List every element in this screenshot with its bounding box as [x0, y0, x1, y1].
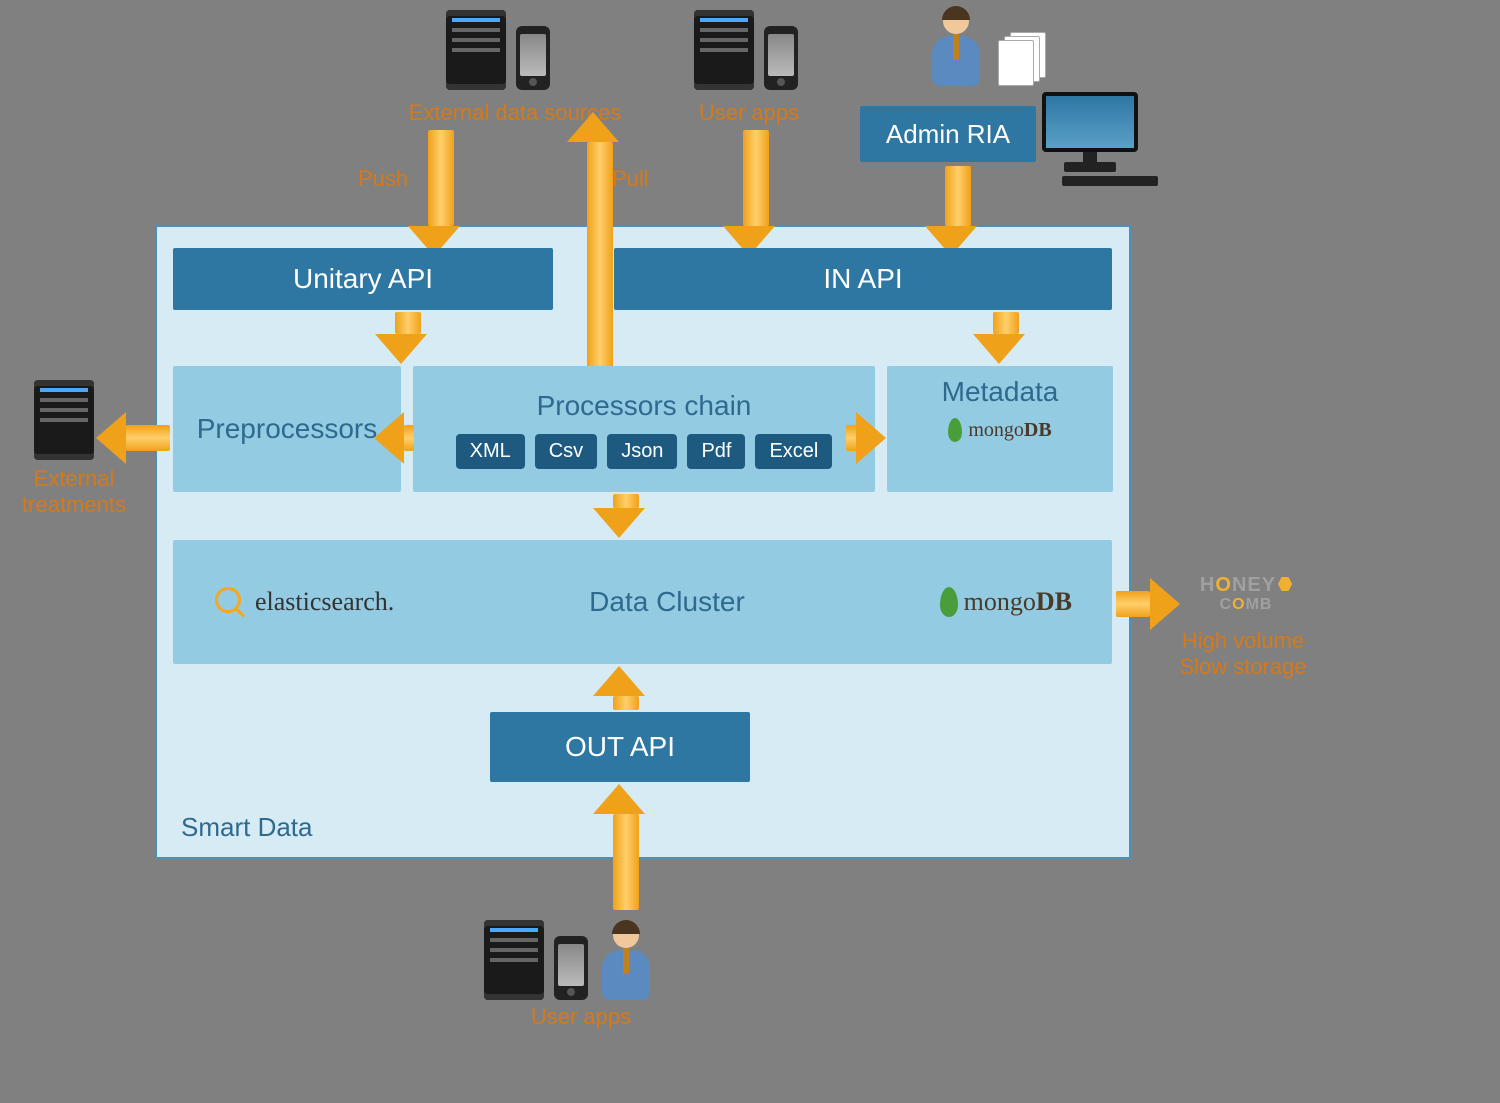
server-icon [446, 10, 506, 90]
es-text: elasticsearch. [255, 587, 394, 617]
preprocessors-box: Preprocessors [173, 366, 401, 492]
arrow-proc-to-meta [846, 412, 886, 464]
arrow-chain-down [606, 494, 645, 538]
phone-icon [516, 26, 550, 90]
arrow-admin-in [938, 166, 977, 256]
phone-icon [554, 936, 588, 1000]
ext-treatments-text: External treatments [22, 466, 126, 517]
user-apps-top-group [694, 10, 798, 90]
in-api-label: IN API [823, 263, 902, 295]
admin-ria-label: Admin RIA [886, 119, 1010, 150]
pull-label: Pull [612, 166, 649, 192]
high-volume-text: High volume [1168, 628, 1318, 654]
unitary-api-label: Unitary API [293, 263, 433, 295]
in-api-box: IN API [614, 248, 1112, 310]
arrow-proc-to-pre [374, 412, 414, 464]
chip-xml: XML [456, 434, 525, 469]
ext-treatments-label: External treatments [14, 466, 134, 519]
mongo-suffix: DB [1024, 419, 1052, 441]
ext-sources-group [446, 10, 550, 90]
data-cluster-box: elasticsearch. Data Cluster mongoDB [173, 540, 1112, 664]
arrow-cluster-to-out [606, 666, 645, 710]
person-icon [928, 8, 984, 86]
chips-row: XML Csv Json Pdf Excel [456, 434, 833, 469]
phone-icon [764, 26, 798, 90]
unitary-api-box: Unitary API [173, 248, 553, 310]
user-apps-bottom-label: User apps [516, 1004, 646, 1030]
metadata-title: Metadata [942, 376, 1059, 408]
chip-pdf: Pdf [687, 434, 745, 469]
chip-excel: Excel [755, 434, 832, 469]
chip-json: Json [607, 434, 677, 469]
slow-storage-text: Slow storage [1168, 654, 1318, 680]
mongo-text: mongo [968, 419, 1024, 441]
magnifier-icon [215, 587, 241, 613]
server-icon [34, 380, 94, 460]
documents-icon [998, 32, 1048, 86]
storage-label: High volume Slow storage [1168, 628, 1318, 681]
honeycomb-logo: HONEY COMB [1176, 574, 1316, 614]
processors-chain-box: Processors chain XML Csv Json Pdf Excel [413, 366, 875, 492]
leaf-icon [940, 587, 958, 617]
server-icon [694, 10, 754, 90]
arrow-to-storage [1116, 578, 1180, 630]
mongo-text2: mongo [964, 587, 1036, 616]
chip-csv: Csv [535, 434, 597, 469]
arrow-to-ext-treatments [96, 412, 170, 464]
elasticsearch-logo: elasticsearch. [213, 585, 394, 619]
out-api-label: OUT API [565, 731, 675, 763]
user-apps-bottom-group [484, 920, 654, 1000]
leaf-icon [948, 418, 962, 442]
mongo-suffix2: DB [1036, 587, 1072, 616]
metadata-box: Metadata mongoDB [887, 366, 1113, 492]
admin-ria-box: Admin RIA [860, 106, 1036, 162]
person-icon [598, 922, 654, 1000]
arrow-push [421, 130, 460, 256]
push-label: Push [358, 166, 408, 192]
preprocessors-title: Preprocessors [197, 413, 378, 445]
panel-title: Smart Data [181, 812, 313, 843]
arrow-userapps-in [736, 130, 775, 256]
monitor-icon [1042, 92, 1138, 172]
processors-chain-title: Processors chain [537, 390, 752, 422]
server-icon [484, 920, 544, 1000]
arrow-unitary-down [388, 312, 427, 364]
ext-treat-server [34, 380, 94, 460]
arrow-inapi-down [986, 312, 1025, 364]
mongodb-logo: mongoDB [940, 587, 1072, 617]
out-api-box: OUT API [490, 712, 750, 782]
admin-group [928, 8, 1048, 86]
mongodb-logo-small: mongoDB [948, 418, 1051, 442]
data-cluster-title: Data Cluster [589, 586, 745, 618]
arrow-userapps-bottom [606, 784, 645, 910]
user-apps-top-label: User apps [684, 100, 814, 126]
